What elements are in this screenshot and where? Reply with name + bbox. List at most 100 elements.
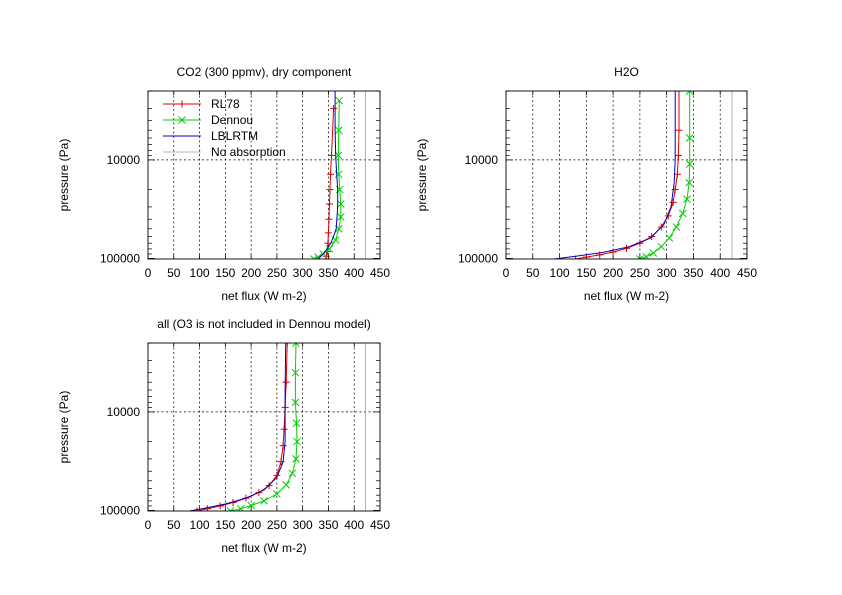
x-tick-label: 50 — [526, 266, 540, 280]
legend-label: Dennou — [211, 113, 253, 127]
x-axis-label: net flux (W m-2) — [584, 289, 669, 303]
data-point — [642, 252, 651, 259]
series-line — [639, 91, 691, 259]
legend-item: RL78 — [163, 97, 240, 111]
y-tick-label: 10000 — [107, 153, 141, 167]
data-point — [293, 437, 301, 446]
series-line — [554, 91, 676, 259]
series-dennou — [636, 91, 694, 259]
data-point — [324, 229, 332, 237]
data-point — [325, 215, 333, 223]
chart-title: CO2 (300 ppmv), dry component — [177, 65, 352, 79]
data-point — [260, 497, 268, 505]
x-tick-label: 100 — [550, 266, 570, 280]
data-point — [325, 200, 333, 208]
x-tick-label: 350 — [683, 266, 703, 280]
data-point — [236, 504, 245, 511]
legend: RL78 Dennou LBLRTM No absorption — [163, 97, 286, 159]
chart-panel-2: 0 50 100 150 200 250 300 350 400 450 10000 100000 H2… — [415, 65, 757, 303]
legend-label: RL78 — [211, 97, 240, 111]
x-tick-label: 50 — [167, 266, 181, 280]
x-tick-label: 250 — [267, 266, 287, 280]
data-point — [279, 442, 287, 450]
data-point — [291, 368, 300, 377]
x-tick-label: 0 — [145, 518, 152, 532]
y-tick-label: 100000 — [100, 503, 140, 517]
series-line — [317, 91, 339, 259]
data-point — [326, 186, 334, 194]
y-tick-label: 10000 — [465, 153, 499, 167]
data-point — [193, 507, 201, 511]
data-point — [288, 469, 297, 478]
data-point — [226, 507, 235, 511]
y-axis-label: pressure (Pa) — [57, 139, 71, 212]
x-tick-label: 450 — [370, 518, 390, 532]
series-lblrtm — [317, 91, 339, 259]
data-point — [310, 255, 318, 259]
x-tick-label: 50 — [167, 518, 181, 532]
x-tick-label: 350 — [318, 518, 338, 532]
legend-item: No absorption — [163, 145, 286, 159]
legend-item: Dennou — [163, 113, 253, 127]
legend-marker — [178, 116, 186, 124]
y-tick-label: 100000 — [100, 251, 140, 265]
y-tick-label: 10000 — [107, 405, 141, 419]
chart-panel-1: 0 50 100 150 200 250 300 350 400 450 10000 100000 CO… — [57, 65, 390, 303]
y-axis-label: pressure (Pa) — [57, 391, 71, 464]
data-point — [675, 91, 683, 95]
legend-label: LBLRTM — [211, 129, 258, 143]
x-tick-label: 150 — [215, 518, 235, 532]
data-point — [685, 160, 694, 168]
y-tick-label: 100000 — [458, 251, 498, 265]
data-point — [669, 198, 677, 206]
data-point — [678, 209, 687, 218]
x-tick-label: 200 — [241, 518, 261, 532]
legend-label: No absorption — [211, 145, 286, 159]
y-axis-label: pressure (Pa) — [415, 139, 429, 212]
data-point — [334, 126, 343, 135]
data-point — [314, 253, 322, 259]
series-lblrtm — [189, 343, 287, 511]
data-point — [649, 249, 658, 257]
x-tick-label: 400 — [344, 266, 364, 280]
data-point — [247, 501, 255, 510]
x-tick-label: 300 — [293, 518, 313, 532]
data-point — [623, 244, 630, 252]
x-tick-label: 250 — [267, 518, 287, 532]
x-tick-label: 150 — [215, 266, 235, 280]
data-point — [335, 96, 344, 105]
data-point — [657, 242, 666, 251]
x-tick-label: 0 — [145, 266, 152, 280]
data-point — [291, 398, 300, 407]
data-point — [292, 343, 300, 347]
data-point — [336, 213, 345, 221]
chart-title: H2O — [614, 65, 639, 79]
x-tick-label: 350 — [318, 266, 338, 280]
series-dennou — [226, 343, 301, 511]
data-point — [273, 490, 281, 498]
data-point — [282, 378, 290, 386]
x-tick-label: 200 — [603, 266, 623, 280]
x-tick-label: 450 — [737, 266, 757, 280]
data-point — [324, 239, 332, 247]
data-point — [280, 425, 288, 433]
data-point — [674, 151, 682, 159]
series-lblrtm — [554, 91, 676, 259]
plot-frame — [147, 90, 381, 260]
data-point — [675, 126, 683, 134]
series-line — [189, 343, 287, 511]
data-point — [683, 195, 691, 203]
data-point — [282, 481, 291, 489]
series-line — [196, 343, 288, 511]
data-point — [283, 343, 291, 347]
data-point — [327, 170, 335, 178]
data-point — [328, 151, 336, 159]
x-axis-label: net flux (W m-2) — [221, 541, 306, 555]
data-point — [685, 134, 694, 142]
x-tick-label: 400 — [710, 266, 730, 280]
x-tick-label: 150 — [576, 266, 596, 280]
data-point — [265, 482, 273, 490]
data-point — [636, 255, 644, 259]
x-tick-label: 400 — [344, 518, 364, 532]
